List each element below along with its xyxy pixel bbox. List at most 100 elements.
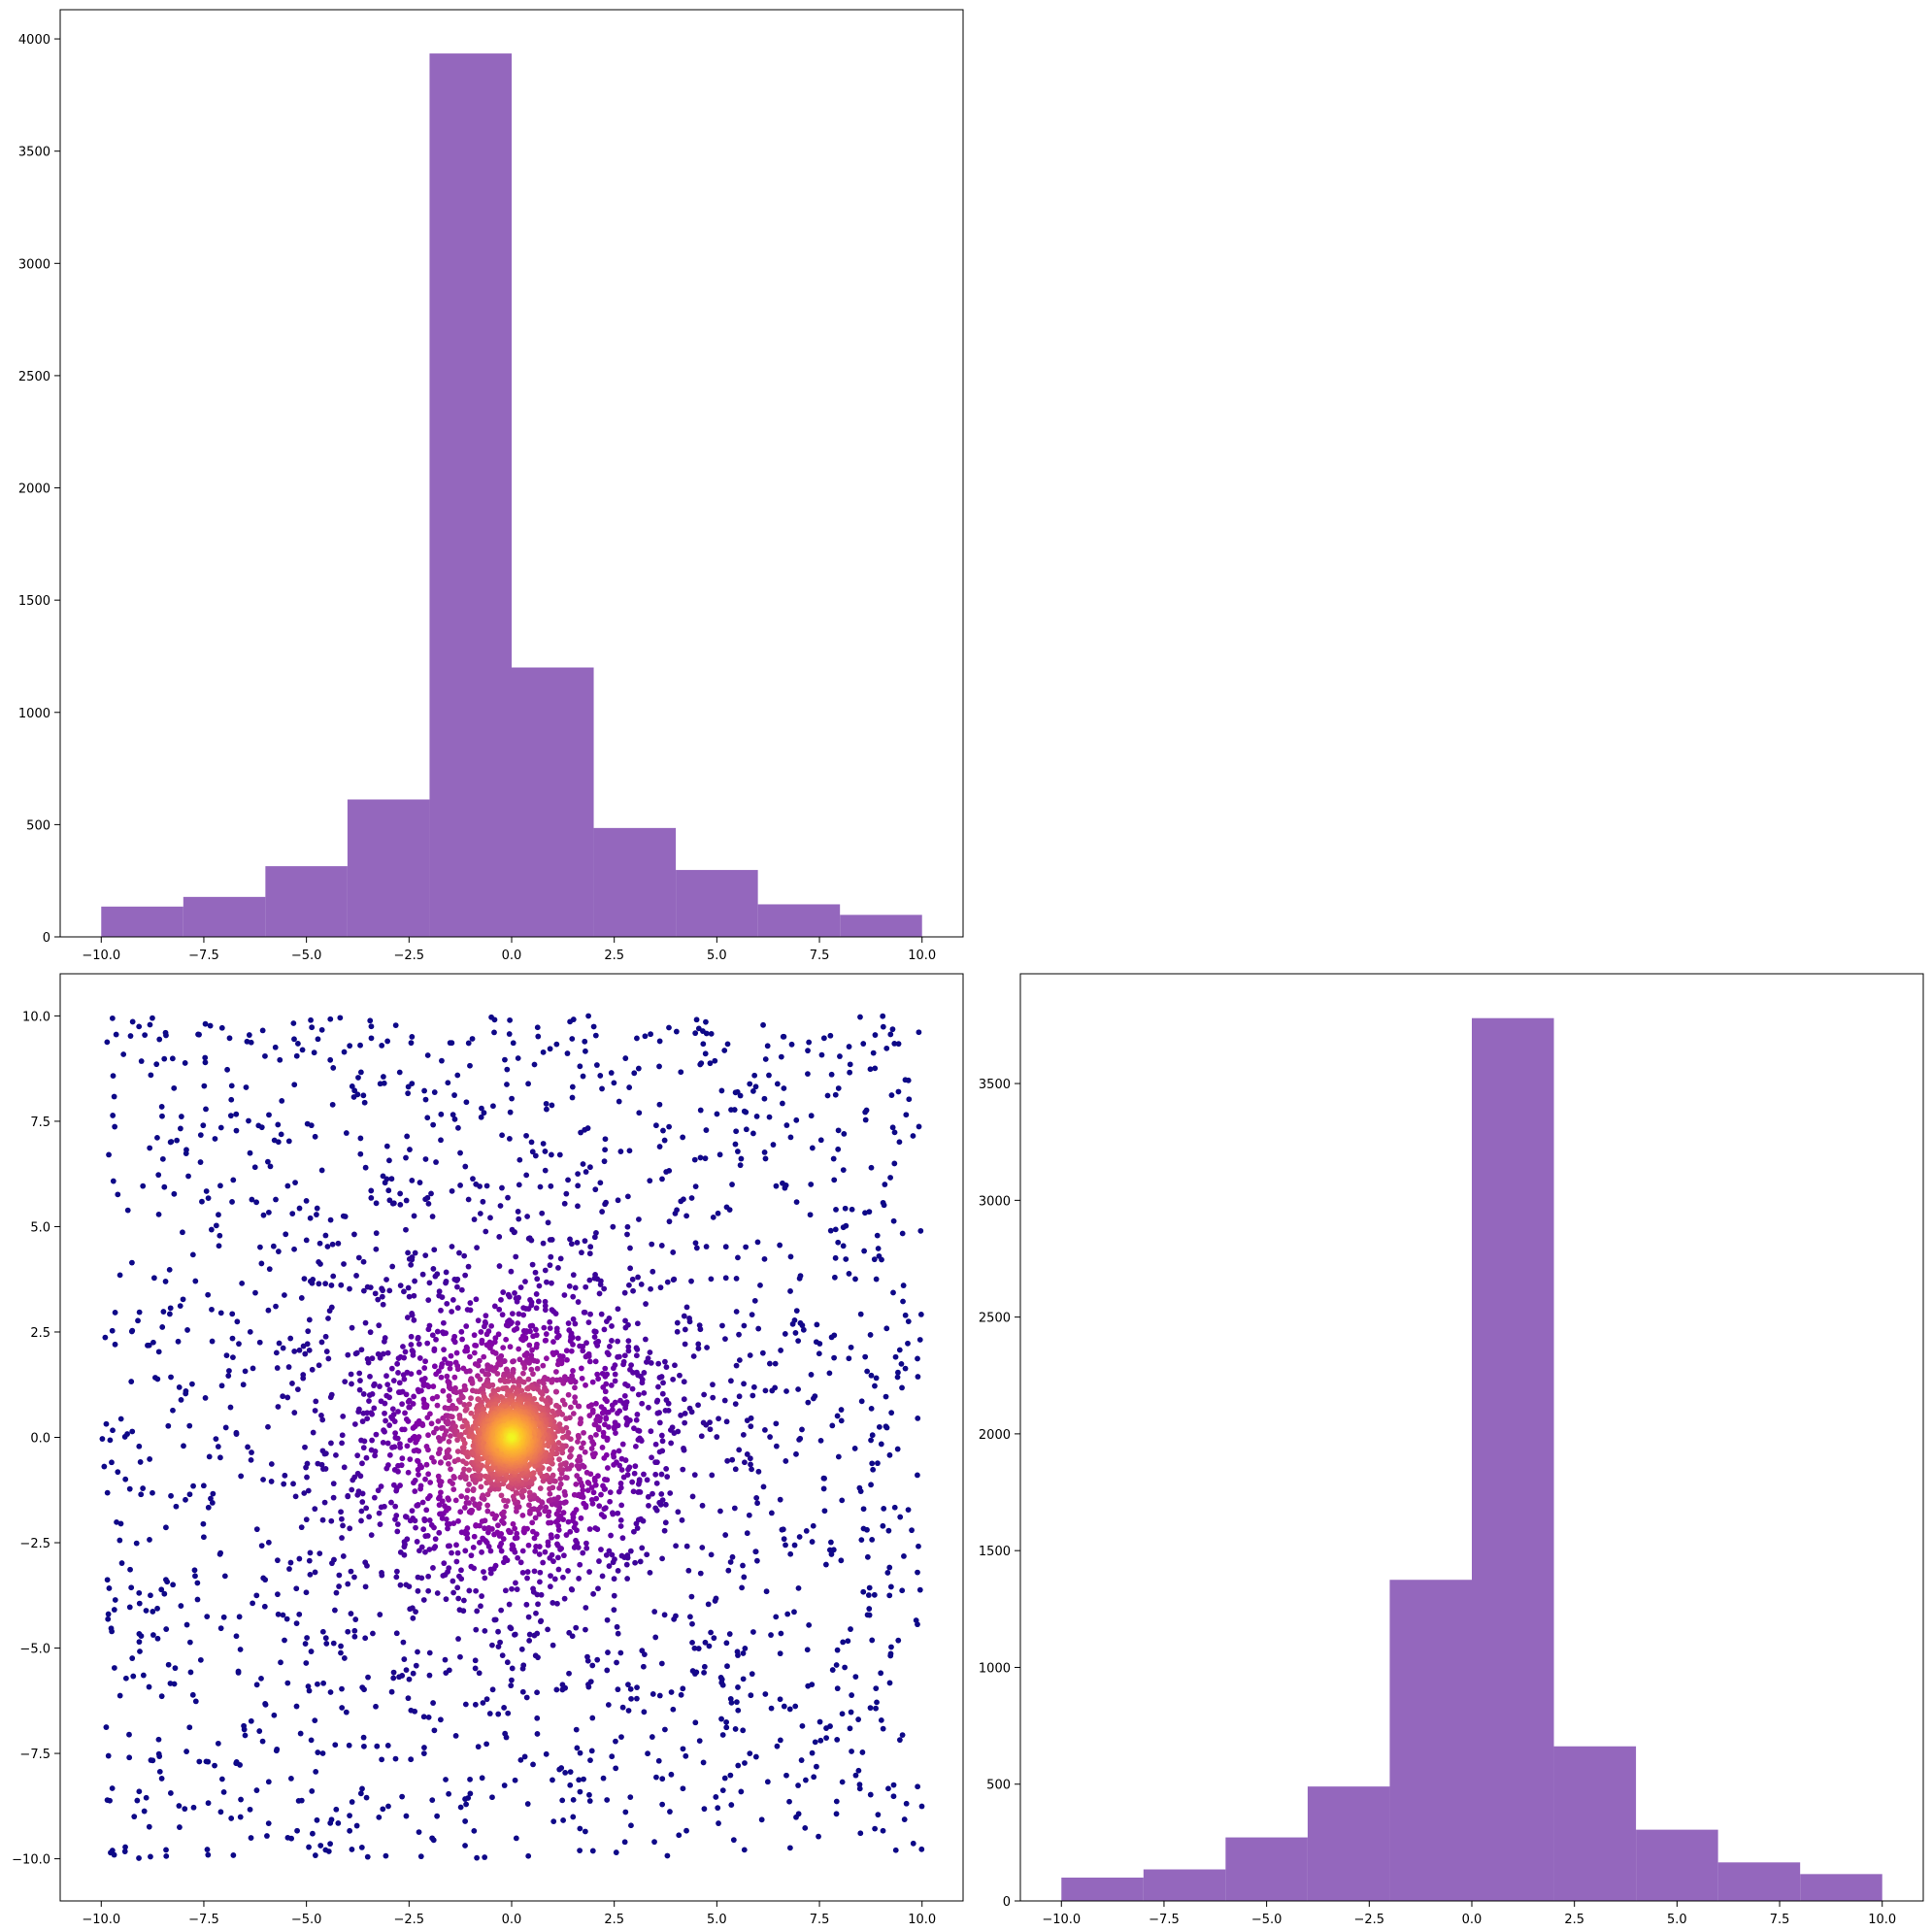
scatter-point: [513, 1835, 519, 1842]
scatter-point: [329, 1241, 336, 1248]
scatter-point: [917, 1311, 924, 1317]
scatter-point: [327, 1016, 334, 1022]
scatter-point: [293, 1703, 300, 1710]
scatter-point: [306, 1557, 313, 1564]
scatter-point: [509, 1665, 516, 1672]
scatter-point: [445, 1525, 450, 1532]
scatter-point: [362, 1635, 369, 1642]
scatter-point: [806, 1039, 813, 1046]
scatter-point: [619, 1704, 626, 1711]
scatter-point: [452, 1497, 459, 1504]
scatter-point: [380, 1074, 386, 1080]
scatter-point: [434, 1402, 441, 1409]
scatter-point: [208, 1495, 214, 1502]
scatter-point: [719, 1322, 725, 1329]
scatter-point: [788, 1041, 795, 1048]
scatter-point: [168, 1374, 174, 1381]
scatter-point: [682, 1419, 688, 1426]
scatter-point: [230, 1177, 237, 1183]
scatter-point: [555, 1566, 562, 1573]
scatter-point: [471, 1332, 478, 1339]
scatter-point: [487, 1215, 493, 1221]
scatter-point: [587, 1434, 594, 1441]
scatter-point: [548, 1573, 553, 1580]
scatter-point: [742, 1760, 748, 1766]
scatter-point: [504, 1082, 510, 1087]
scatter-point: [629, 1385, 636, 1392]
scatter-point: [658, 1432, 665, 1439]
scatter-point: [280, 1612, 286, 1618]
scatter-point: [631, 1425, 637, 1432]
scatter-point: [358, 1517, 364, 1524]
scatter-point: [741, 1574, 748, 1581]
scatter-point: [321, 1499, 328, 1506]
scatter-point: [260, 1477, 266, 1482]
scatter-point: [143, 1608, 150, 1614]
scatter-point: [228, 1083, 235, 1089]
scatter-point: [467, 1300, 474, 1306]
scatter-point: [549, 1551, 555, 1558]
scatter-point: [722, 1532, 729, 1538]
scatter-point: [631, 1528, 637, 1535]
scatter-point: [257, 1244, 263, 1250]
scatter-point: [581, 1429, 586, 1436]
scatter-point: [617, 1397, 623, 1404]
scatter-point: [546, 1497, 552, 1504]
scatter-point: [601, 1158, 608, 1165]
scatter-point: [872, 1382, 878, 1389]
scatter-point: [573, 1507, 580, 1513]
scatter-point: [715, 1210, 721, 1216]
scatter-point: [748, 1423, 754, 1430]
scatter-point: [115, 1191, 121, 1198]
scatter-point: [528, 1139, 535, 1146]
scatter-point: [104, 1039, 111, 1046]
scatter-point: [352, 1616, 359, 1622]
scatter-point: [479, 1340, 485, 1347]
scatter-point: [573, 1537, 579, 1544]
scatter-point: [609, 1338, 615, 1344]
scatter-point: [194, 1596, 201, 1603]
scatter-point: [627, 1265, 634, 1272]
scatter-point: [680, 1746, 686, 1752]
scatter-point: [359, 1460, 365, 1467]
scatter-point: [486, 1711, 493, 1716]
scatter-point: [452, 1732, 459, 1739]
scatter-point: [447, 1397, 452, 1404]
scatter-point: [641, 1471, 647, 1478]
scatter-point: [528, 1366, 535, 1373]
scatter-point: [902, 1077, 909, 1083]
scatter-point: [598, 1491, 604, 1498]
scatter-point: [737, 1162, 744, 1169]
scatter-point: [847, 1061, 853, 1068]
scatter-point: [186, 1491, 193, 1498]
scatter-point: [582, 1038, 588, 1045]
scatter-point: [868, 1164, 875, 1171]
scatter-point: [507, 1109, 514, 1116]
scatter-point: [553, 1377, 560, 1383]
scatter-point: [866, 1584, 873, 1591]
scatter-point: [615, 1510, 621, 1516]
scatter-point: [506, 1135, 513, 1142]
scatter-point: [373, 1200, 380, 1207]
scatter-point: [512, 1631, 518, 1638]
scatter-point: [695, 1646, 702, 1651]
scatter-point: [363, 1794, 370, 1801]
scatter-point: [507, 1016, 513, 1023]
scatter-point: [835, 1085, 842, 1091]
scatter-point: [901, 1552, 907, 1559]
scatter-point: [405, 1695, 412, 1702]
scatter-point: [355, 1075, 361, 1081]
scatter-point: [655, 1757, 662, 1764]
scatter-point: [136, 1600, 143, 1607]
scatter-point: [866, 1606, 873, 1612]
scatter-point: [494, 1371, 501, 1377]
scatter-point: [816, 1833, 821, 1840]
scatter-point: [326, 1308, 333, 1315]
scatter-point: [810, 1522, 816, 1529]
scatter-point: [567, 1782, 574, 1788]
scatter-point: [443, 1777, 449, 1782]
scatter-point: [448, 1433, 453, 1439]
plot-area: [101, 53, 922, 937]
scatter-point: [701, 1669, 707, 1676]
scatter-point: [567, 1236, 573, 1243]
